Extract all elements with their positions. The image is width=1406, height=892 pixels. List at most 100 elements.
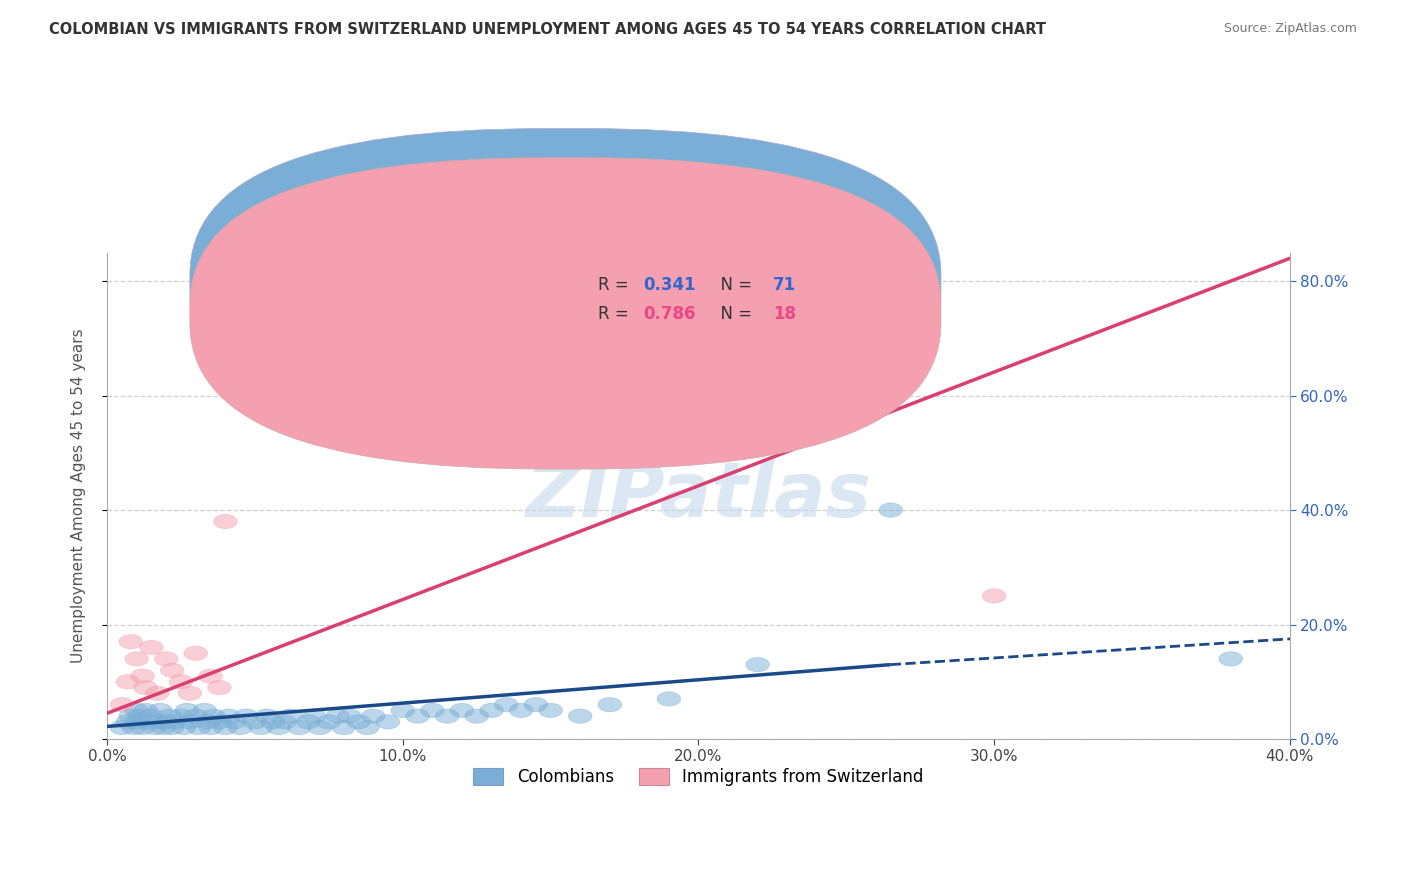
Ellipse shape	[134, 703, 157, 717]
Ellipse shape	[208, 681, 231, 695]
Ellipse shape	[983, 589, 1007, 603]
Y-axis label: Unemployment Among Ages 45 to 54 years: Unemployment Among Ages 45 to 54 years	[72, 328, 86, 663]
Ellipse shape	[179, 714, 201, 729]
Text: 71: 71	[773, 276, 796, 293]
Ellipse shape	[287, 721, 311, 735]
FancyBboxPatch shape	[190, 158, 941, 469]
Ellipse shape	[406, 709, 429, 723]
Ellipse shape	[160, 663, 184, 678]
Ellipse shape	[509, 703, 533, 717]
Ellipse shape	[131, 721, 155, 735]
Ellipse shape	[179, 686, 201, 700]
Ellipse shape	[187, 721, 211, 735]
Ellipse shape	[326, 709, 350, 723]
Text: 0.786: 0.786	[643, 305, 696, 323]
Ellipse shape	[131, 669, 155, 683]
Ellipse shape	[598, 698, 621, 712]
Ellipse shape	[201, 709, 225, 723]
Ellipse shape	[172, 721, 195, 735]
Ellipse shape	[163, 714, 187, 729]
Ellipse shape	[391, 703, 415, 717]
Text: R =: R =	[598, 305, 634, 323]
Ellipse shape	[214, 721, 238, 735]
Text: Source: ZipAtlas.com: Source: ZipAtlas.com	[1223, 22, 1357, 36]
Ellipse shape	[139, 640, 163, 655]
Ellipse shape	[356, 721, 380, 735]
Ellipse shape	[228, 721, 252, 735]
Ellipse shape	[139, 709, 163, 723]
Ellipse shape	[115, 674, 139, 689]
Ellipse shape	[134, 681, 157, 695]
Ellipse shape	[568, 709, 592, 723]
Ellipse shape	[155, 652, 179, 666]
Ellipse shape	[142, 721, 166, 735]
Legend: Colombians, Immigrants from Switzerland: Colombians, Immigrants from Switzerland	[467, 761, 931, 792]
Ellipse shape	[835, 366, 858, 380]
Ellipse shape	[249, 721, 273, 735]
Ellipse shape	[302, 709, 326, 723]
Ellipse shape	[332, 721, 356, 735]
Ellipse shape	[136, 714, 160, 729]
Ellipse shape	[217, 709, 240, 723]
Ellipse shape	[538, 703, 562, 717]
Ellipse shape	[235, 709, 257, 723]
Ellipse shape	[125, 703, 149, 717]
Ellipse shape	[316, 714, 340, 729]
Ellipse shape	[254, 709, 278, 723]
FancyBboxPatch shape	[190, 128, 941, 440]
Ellipse shape	[308, 721, 332, 735]
Text: 18: 18	[773, 305, 796, 323]
Ellipse shape	[160, 721, 184, 735]
Ellipse shape	[120, 709, 142, 723]
Ellipse shape	[465, 709, 488, 723]
Ellipse shape	[278, 709, 302, 723]
Ellipse shape	[184, 709, 208, 723]
Ellipse shape	[198, 669, 222, 683]
Ellipse shape	[152, 721, 176, 735]
Ellipse shape	[420, 703, 444, 717]
Ellipse shape	[337, 709, 361, 723]
Ellipse shape	[125, 652, 149, 666]
Ellipse shape	[450, 703, 474, 717]
Ellipse shape	[479, 703, 503, 717]
Ellipse shape	[214, 515, 238, 529]
Ellipse shape	[745, 657, 769, 672]
Ellipse shape	[347, 714, 370, 729]
Ellipse shape	[110, 698, 134, 712]
Ellipse shape	[169, 674, 193, 689]
Text: N =: N =	[710, 305, 758, 323]
Ellipse shape	[115, 714, 139, 729]
Ellipse shape	[495, 698, 517, 712]
Ellipse shape	[297, 714, 321, 729]
Ellipse shape	[262, 714, 284, 729]
Ellipse shape	[208, 714, 231, 729]
Ellipse shape	[198, 721, 222, 735]
Ellipse shape	[110, 721, 134, 735]
Ellipse shape	[657, 692, 681, 706]
Ellipse shape	[879, 503, 903, 517]
Ellipse shape	[377, 714, 399, 729]
Ellipse shape	[120, 634, 142, 648]
Ellipse shape	[122, 721, 145, 735]
Ellipse shape	[524, 698, 548, 712]
Ellipse shape	[195, 714, 219, 729]
Ellipse shape	[436, 709, 458, 723]
Ellipse shape	[145, 686, 169, 700]
Ellipse shape	[149, 703, 172, 717]
Ellipse shape	[243, 714, 267, 729]
Ellipse shape	[128, 709, 152, 723]
Text: N =: N =	[710, 276, 758, 293]
Ellipse shape	[125, 714, 149, 729]
Ellipse shape	[157, 709, 181, 723]
Ellipse shape	[361, 709, 385, 723]
Ellipse shape	[273, 714, 297, 729]
Ellipse shape	[145, 714, 169, 729]
Text: ZIPatlas: ZIPatlas	[526, 458, 872, 533]
Ellipse shape	[169, 709, 193, 723]
Text: R =: R =	[598, 276, 634, 293]
Ellipse shape	[1219, 652, 1243, 666]
Ellipse shape	[184, 646, 208, 660]
Ellipse shape	[267, 721, 291, 735]
Text: COLOMBIAN VS IMMIGRANTS FROM SWITZERLAND UNEMPLOYMENT AMONG AGES 45 TO 54 YEARS : COLOMBIAN VS IMMIGRANTS FROM SWITZERLAND…	[49, 22, 1046, 37]
Ellipse shape	[155, 714, 179, 729]
